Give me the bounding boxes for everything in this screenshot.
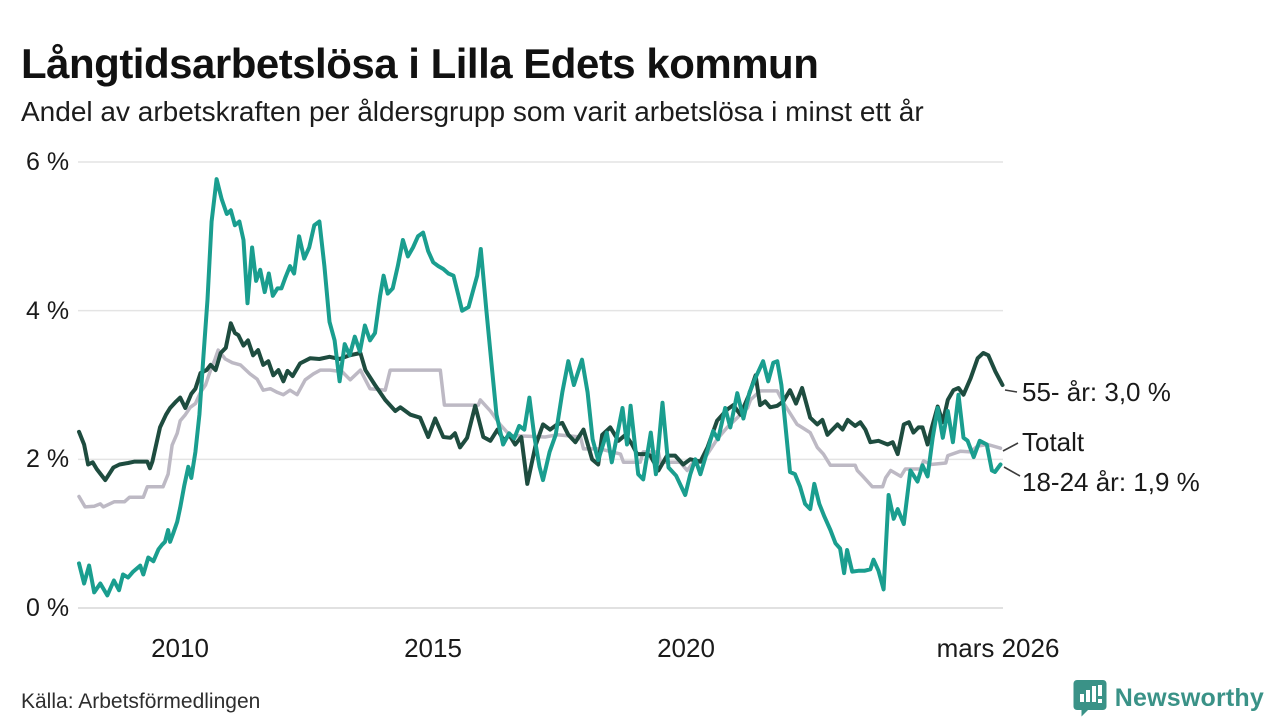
- x-tick-label: mars 2026: [936, 633, 1060, 663]
- page-subtitle: Andel av arbetskraften per åldersgrupp s…: [21, 96, 924, 127]
- y-tick-label: 6 %: [26, 148, 70, 176]
- newsworthy-logo-icon: [1073, 679, 1107, 717]
- series-line-55-ar: [77, 321, 1005, 486]
- series-line-totalt: [77, 348, 1003, 509]
- leader-line-55-ar: [1004, 389, 1018, 393]
- series-label-55-ar: 55- år: 3,0 %: [1022, 377, 1171, 407]
- x-tick-label: 2015: [404, 633, 462, 663]
- y-tick-label: 4 %: [26, 297, 70, 325]
- x-tick-label: 2010: [151, 633, 209, 663]
- y-tick-label: 0 %: [26, 594, 70, 622]
- x-tick-label: 2020: [657, 633, 715, 663]
- series-line-18-24-ar: [77, 177, 1003, 598]
- series-label-18-24-ar: 18-24 år: 1,9 %: [1022, 467, 1200, 497]
- leader-line-18-24-ar: [1003, 466, 1021, 477]
- series-label-totalt: Totalt: [1022, 427, 1085, 457]
- brand-logo: Newsworthy: [1073, 679, 1264, 717]
- y-tick-label: 2 %: [26, 445, 70, 473]
- leader-line-totalt: [1002, 442, 1019, 452]
- source-note: Källa: Arbetsförmedlingen: [21, 690, 261, 713]
- page-title: Långtidsarbetslösa i Lilla Edets kommun: [21, 40, 819, 88]
- brand-name: Newsworthy: [1114, 683, 1264, 712]
